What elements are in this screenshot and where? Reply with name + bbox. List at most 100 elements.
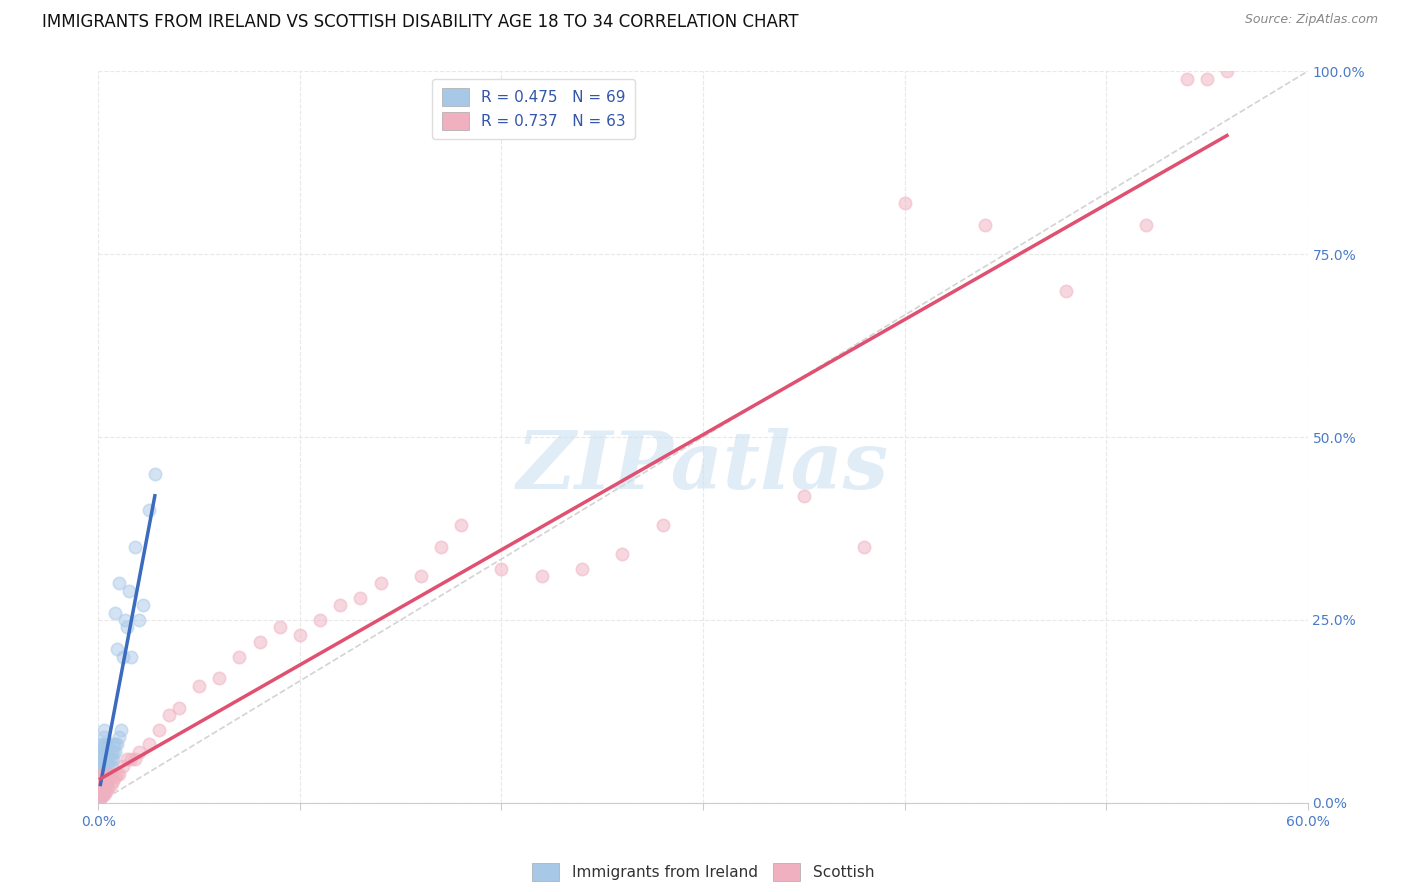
- Point: [89, 766, 111, 780]
- Point: [91, 781, 114, 796]
- Point: [612, 547, 634, 561]
- Point: [491, 562, 513, 576]
- Point: [93, 778, 115, 792]
- Point: [96, 781, 118, 796]
- Point: [96, 766, 118, 780]
- Point: [100, 759, 122, 773]
- Point: [349, 591, 371, 605]
- Point: [893, 196, 915, 211]
- Point: [124, 752, 146, 766]
- Point: [91, 740, 114, 755]
- Point: [96, 773, 118, 788]
- Point: [93, 766, 115, 780]
- Point: [208, 672, 231, 686]
- Point: [91, 748, 114, 763]
- Point: [91, 766, 114, 780]
- Point: [111, 649, 134, 664]
- Point: [105, 642, 128, 657]
- Point: [157, 708, 180, 723]
- Point: [93, 773, 115, 788]
- Point: [115, 752, 138, 766]
- Point: [1175, 71, 1198, 86]
- Point: [228, 649, 250, 664]
- Point: [89, 789, 111, 803]
- Point: [96, 773, 118, 788]
- Text: ZIPatlas: ZIPatlas: [517, 427, 889, 505]
- Point: [107, 576, 129, 591]
- Point: [1216, 64, 1239, 78]
- Point: [89, 752, 111, 766]
- Point: [97, 759, 120, 773]
- Point: [1135, 218, 1157, 232]
- Point: [100, 752, 122, 766]
- Point: [167, 700, 190, 714]
- Point: [89, 785, 111, 799]
- Point: [91, 752, 114, 766]
- Point: [91, 778, 114, 792]
- Point: [124, 540, 146, 554]
- Point: [89, 792, 111, 806]
- Point: [571, 562, 593, 576]
- Point: [93, 723, 115, 737]
- Point: [138, 737, 160, 751]
- Point: [97, 737, 120, 751]
- Point: [93, 781, 115, 796]
- Point: [100, 745, 122, 759]
- Point: [93, 759, 115, 773]
- Point: [96, 745, 118, 759]
- Point: [101, 752, 124, 766]
- Point: [793, 489, 815, 503]
- Point: [89, 773, 111, 788]
- Text: Source: ZipAtlas.com: Source: ZipAtlas.com: [1244, 13, 1378, 27]
- Point: [89, 770, 111, 784]
- Point: [97, 766, 120, 780]
- Point: [288, 627, 311, 641]
- Point: [89, 773, 111, 788]
- Point: [89, 778, 111, 792]
- Point: [93, 737, 115, 751]
- Point: [103, 745, 125, 759]
- Point: [91, 756, 114, 770]
- Point: [97, 781, 120, 796]
- Point: [89, 781, 111, 796]
- Point: [107, 766, 129, 780]
- Point: [89, 763, 111, 777]
- Point: [128, 613, 150, 627]
- Point: [91, 745, 114, 759]
- Point: [107, 730, 129, 744]
- Point: [1195, 71, 1218, 86]
- Point: [132, 599, 155, 613]
- Point: [103, 737, 125, 751]
- Point: [430, 540, 453, 554]
- Point: [96, 785, 118, 799]
- Point: [93, 745, 115, 759]
- Point: [89, 785, 111, 799]
- Point: [93, 770, 115, 784]
- Point: [114, 613, 136, 627]
- Point: [115, 620, 138, 634]
- Point: [97, 752, 120, 766]
- Point: [96, 759, 118, 773]
- Point: [91, 789, 114, 803]
- Point: [138, 503, 160, 517]
- Point: [530, 569, 553, 583]
- Point: [91, 773, 114, 788]
- Point: [91, 785, 114, 799]
- Point: [409, 569, 432, 583]
- Point: [103, 606, 125, 620]
- Text: IMMIGRANTS FROM IRELAND VS SCOTTISH DISABILITY AGE 18 TO 34 CORRELATION CHART: IMMIGRANTS FROM IRELAND VS SCOTTISH DISA…: [42, 13, 799, 31]
- Point: [96, 737, 118, 751]
- Point: [93, 781, 115, 796]
- Point: [974, 218, 997, 232]
- Point: [105, 766, 128, 780]
- Point: [91, 759, 114, 773]
- Point: [100, 778, 122, 792]
- Point: [91, 766, 114, 780]
- Point: [143, 467, 166, 481]
- Point: [269, 620, 291, 634]
- Point: [1054, 284, 1077, 298]
- Point: [89, 748, 111, 763]
- Point: [89, 778, 111, 792]
- Point: [853, 540, 876, 554]
- Point: [128, 745, 150, 759]
